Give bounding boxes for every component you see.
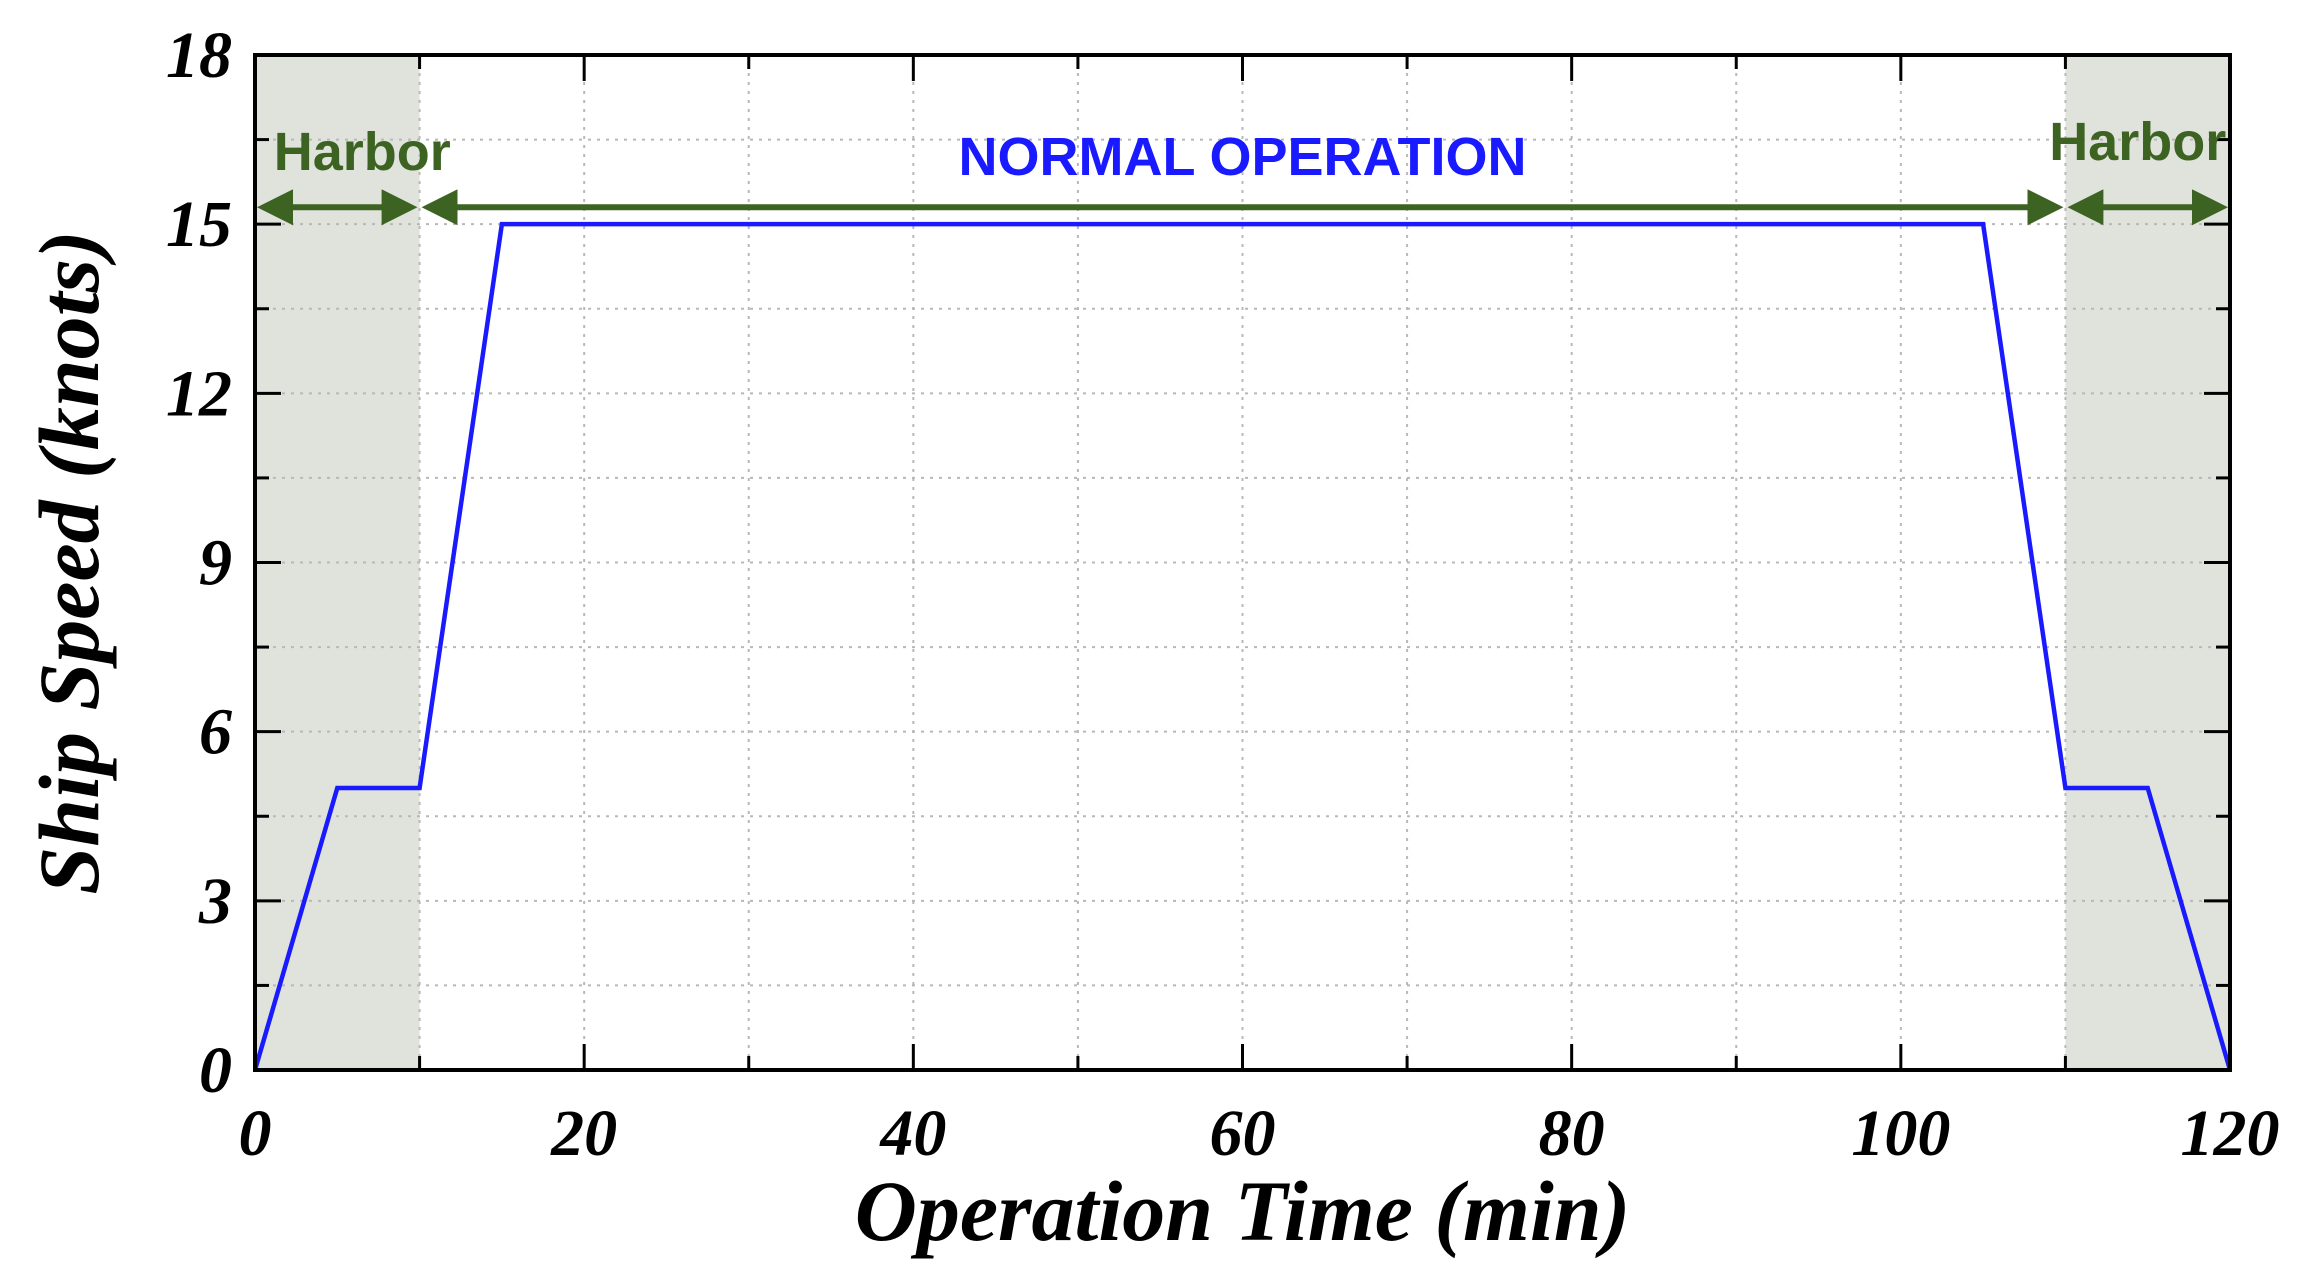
region-annotations: Harbor NORMAL OPERATION Harbor — [257, 112, 2228, 226]
x-tick-label: 40 — [878, 1097, 946, 1170]
axis-ticks — [253, 53, 2232, 1072]
x-tick-label: 100 — [1851, 1097, 1950, 1170]
normal-operation-label: NORMAL OPERATION — [958, 127, 1526, 187]
y-tick-label: 6 — [199, 696, 232, 769]
tick-labels: 0 20 40 60 80 100 120 0 3 6 9 12 15 18 — [166, 19, 2280, 1170]
y-tick-label: 12 — [166, 357, 232, 430]
plot-border — [253, 53, 2232, 1072]
x-axis-title: Operation Time (min) — [855, 1163, 1631, 1259]
x-tick-label: 0 — [239, 1097, 272, 1170]
x-tick-label: 20 — [550, 1097, 617, 1170]
speed-series-line — [252, 221, 2233, 1071]
y-axis-title: Ship Speed (knots) — [21, 230, 117, 894]
series-lines — [252, 221, 2233, 1071]
x-tick-label: 120 — [2181, 1097, 2280, 1170]
y-tick-label: 3 — [198, 865, 232, 938]
plot-frame — [253, 53, 2232, 1072]
x-tick-label: 80 — [1539, 1097, 1605, 1170]
y-tick-label: 0 — [199, 1034, 232, 1107]
y-tick-label: 18 — [166, 19, 232, 92]
x-tick-label: 60 — [1210, 1097, 1276, 1170]
y-tick-label: 15 — [166, 188, 232, 261]
harbor-label-2: Harbor — [2049, 112, 2226, 172]
harbor-label-0: Harbor — [274, 122, 451, 182]
y-tick-label: 9 — [199, 527, 232, 600]
